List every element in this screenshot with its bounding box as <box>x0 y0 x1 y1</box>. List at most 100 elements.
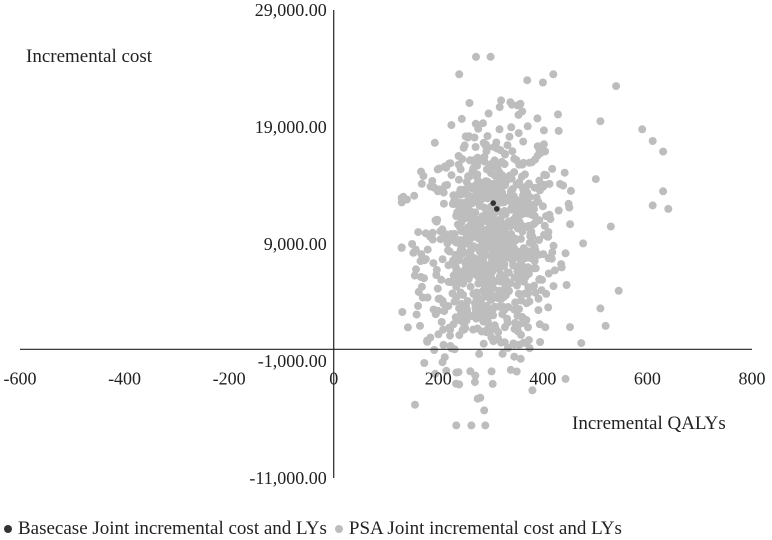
psa-point <box>529 220 538 229</box>
psa-point <box>648 201 657 210</box>
psa-point <box>490 321 499 330</box>
psa-point <box>506 187 515 196</box>
psa-point <box>438 358 447 367</box>
psa-point <box>469 242 478 251</box>
psa-point <box>432 265 441 274</box>
psa-point <box>457 270 466 279</box>
psa-point <box>476 220 485 229</box>
psa-point <box>476 298 485 307</box>
psa-point <box>648 137 657 145</box>
psa-point <box>507 230 516 238</box>
x-tick-labels: -600 -400 -200 0 200 400 600 800 <box>4 368 766 388</box>
psa-point <box>566 323 574 332</box>
psa-point <box>511 201 520 210</box>
psa-point <box>511 318 519 327</box>
psa-point <box>538 202 547 211</box>
psa-point <box>526 232 535 241</box>
psa-point <box>577 339 586 348</box>
psa-point <box>457 114 466 123</box>
psa-point <box>431 310 440 319</box>
basecase-point <box>494 206 500 212</box>
psa-point <box>548 248 557 257</box>
psa-point <box>467 421 476 430</box>
psa-point <box>535 176 544 185</box>
psa-point <box>498 310 507 319</box>
psa-point <box>438 255 447 264</box>
psa-point <box>535 236 543 244</box>
psa-point <box>408 240 417 248</box>
psa-point <box>501 150 509 159</box>
psa-point <box>426 333 435 342</box>
psa-point <box>403 323 412 332</box>
x-tick-label: -400 <box>108 368 141 388</box>
psa-point <box>612 82 621 91</box>
psa-point <box>460 321 469 330</box>
psa-point <box>517 260 526 269</box>
psa-point <box>445 323 454 332</box>
psa-point <box>437 318 446 326</box>
psa-point <box>565 203 574 212</box>
psa-point <box>514 252 523 261</box>
psa-point <box>481 182 490 191</box>
psa-point <box>446 342 455 350</box>
psa-point <box>601 321 610 330</box>
x-tick-label: 400 <box>529 368 556 388</box>
y-tick-label: -1,000.00 <box>258 351 327 371</box>
legend-marker-psa <box>334 525 343 533</box>
psa-point <box>518 209 527 218</box>
psa-point <box>442 366 451 375</box>
psa-point <box>475 349 484 358</box>
psa-point <box>549 241 558 250</box>
psa-point <box>463 133 472 142</box>
y-tick-labels: -11,000.00 -1,000.00 9,000.00 19,000.00 29,0… <box>249 0 326 488</box>
psa-point <box>539 126 548 135</box>
psa-point <box>494 180 503 188</box>
psa-point <box>472 173 481 182</box>
psa-point <box>510 168 519 177</box>
psa-point <box>522 299 531 308</box>
psa-point <box>514 289 523 298</box>
psa-point <box>501 224 510 232</box>
psa-point <box>664 204 673 213</box>
psa-point <box>455 70 464 79</box>
psa-point <box>518 160 527 169</box>
psa-point <box>464 172 473 181</box>
psa-point <box>459 236 468 245</box>
psa-point <box>455 304 464 313</box>
psa-point <box>532 193 541 202</box>
y-tick-label: 29,000.00 <box>255 0 327 20</box>
psa-point <box>540 221 549 230</box>
psa-point <box>490 171 499 180</box>
psa-point <box>483 132 492 141</box>
psa-point <box>479 119 487 128</box>
psa-point <box>523 122 532 131</box>
psa-point <box>482 271 491 280</box>
psa-point <box>498 349 507 358</box>
psa-point <box>503 269 512 278</box>
psa-point <box>430 138 439 147</box>
psa-point <box>416 321 424 330</box>
psa-point <box>544 232 553 241</box>
psa-point <box>483 314 492 323</box>
psa-point <box>493 263 502 272</box>
psa-point <box>452 421 461 430</box>
psa-point <box>402 195 411 204</box>
psa-point <box>412 310 421 319</box>
psa-point <box>548 164 557 173</box>
psa-point <box>539 140 548 149</box>
psa-point <box>457 227 466 236</box>
psa-point <box>444 246 452 255</box>
psa-point <box>500 198 509 207</box>
psa-point <box>398 308 407 316</box>
psa-point <box>469 325 478 334</box>
psa-point <box>500 207 509 215</box>
psa-point <box>510 273 519 282</box>
psa-point <box>510 352 519 361</box>
psa-point <box>497 96 506 105</box>
psa-point <box>472 288 481 297</box>
psa-point <box>519 185 528 194</box>
psa-point <box>505 287 513 295</box>
psa-point <box>505 132 514 141</box>
psa-point <box>495 125 504 134</box>
psa-point <box>544 303 553 312</box>
